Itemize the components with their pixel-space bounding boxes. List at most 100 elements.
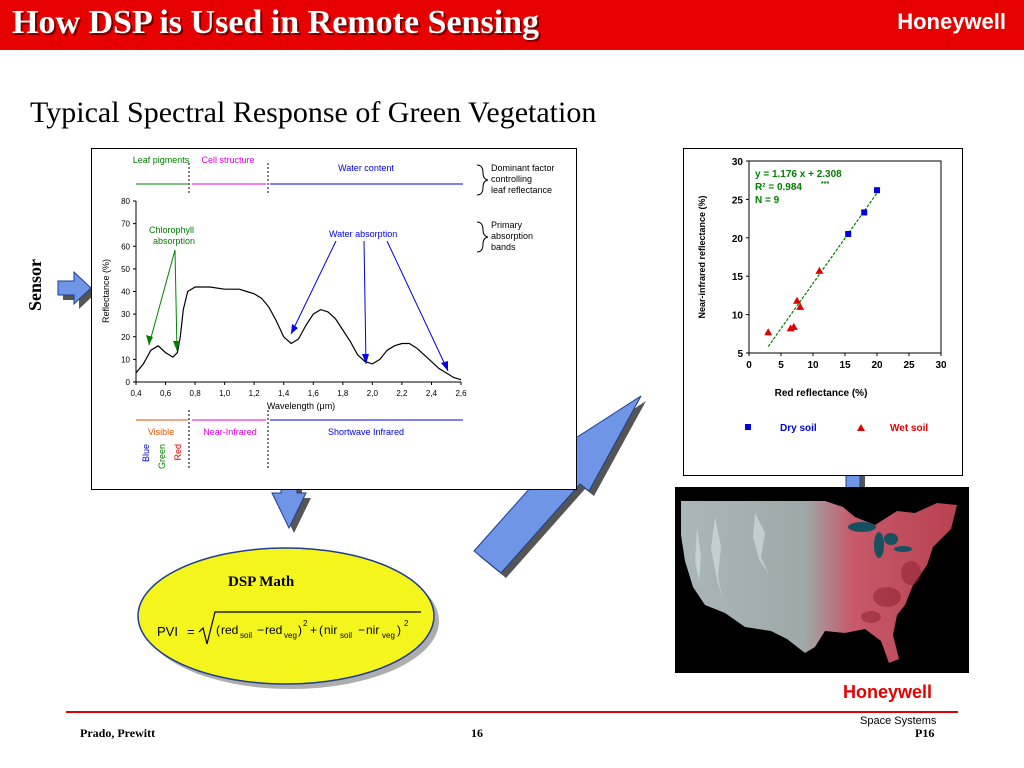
legend-dry-marker (745, 424, 751, 430)
spectral-xticks: 0,4 0,6 0,8 1,0 1,2 1,4 1,6 1,8 2,0 2,2 2,4 2,6 (130, 382, 467, 398)
spectral-ytick-label: 40 (121, 288, 130, 297)
spectral-xtick-label: 2,0 (367, 389, 379, 398)
spectral-ylabel: Reflectance (%) (101, 259, 111, 323)
footer-page-code: P16 (915, 726, 935, 740)
spectral-xtick-label: 1,4 (278, 389, 290, 398)
scatter-xtick-label: 30 (935, 360, 947, 371)
svg-text:soil: soil (240, 631, 252, 640)
primary-note: Primary absorption bands (491, 220, 533, 252)
spectral-ytick-label: 80 (121, 197, 130, 206)
pvi-formula: PVI = ( red soil − red veg ) 2 + ( nir s… (157, 611, 421, 645)
svg-text:nir: nir (324, 623, 337, 637)
vegetation-texture (861, 561, 921, 623)
wet-soil-point (793, 296, 801, 304)
spectral-xtick-label: 2,2 (396, 389, 408, 398)
label-shortwave-infrared: Shortwave Infrared (328, 427, 404, 437)
footer-authors: Prado, Prewitt (80, 726, 156, 740)
chlorophyll-annotation: Chlorophyll absorption (146, 225, 195, 352)
spectral-xtick-label: 0,6 (160, 389, 172, 398)
label-visible: Visible (148, 427, 174, 437)
spectral-xtick-label: 1,0 (219, 389, 231, 398)
spectral-ytick-label: 70 (121, 220, 130, 229)
dsp-math-heading: DSP Math (228, 574, 295, 590)
svg-text:absorption: absorption (491, 231, 533, 241)
scatter-xtick-label: 5 (778, 360, 784, 371)
svg-text:red: red (221, 623, 238, 637)
slide-title: How DSP is Used in Remote Sensing (12, 4, 540, 41)
trendline (767, 188, 881, 347)
scatter-xtick-label: 0 (746, 360, 752, 371)
spectral-ytick-label: 0 (126, 378, 131, 387)
top-band-arrows (136, 163, 463, 193)
honeywell-logo-top: Honeywell (897, 9, 1006, 34)
spectral-xtick-label: 2,4 (426, 389, 438, 398)
spectral-xtick-label: 2,6 (455, 389, 467, 398)
dry-soil-point (845, 230, 852, 237)
spectral-xtick-label: 1,2 (249, 389, 261, 398)
svg-text:bands: bands (491, 242, 516, 252)
spectral-ytick-label: 10 (121, 355, 130, 364)
spectral-response-figure: Leaf pigments Cell structure Water conte… (91, 148, 577, 490)
legend-wet-soil: Wet soil (890, 423, 928, 434)
legend-dry-soil: Dry soil (780, 423, 817, 434)
label-near-infrared: Near-Infrared (203, 427, 257, 437)
footer-divider (66, 711, 958, 713)
scatter-ylabel: Near-infrared reflectance (%) (697, 195, 707, 318)
label-leaf-pigments: Leaf pigments (133, 155, 190, 165)
scatter-yticks: 5 10 15 20 25 30 (732, 157, 749, 360)
svg-text:veg: veg (382, 631, 395, 640)
svg-text:red: red (265, 623, 282, 637)
terrain-texture (695, 513, 769, 601)
equation: y = 1.176 x + 2.308 (755, 169, 842, 180)
scatter-xtick-label: 10 (807, 360, 819, 371)
dsp-math-ellipse (137, 547, 439, 689)
svg-text:Water absorption: Water absorption (329, 229, 397, 239)
svg-text:2: 2 (404, 619, 409, 628)
svg-text:2: 2 (303, 619, 308, 628)
dry-soil-point (861, 209, 868, 216)
svg-text:PVI: PVI (157, 624, 178, 639)
scatter-xtick-label: 15 (839, 360, 851, 371)
svg-text:): ) (298, 623, 302, 637)
spectral-xtick-label: 0,8 (190, 389, 202, 398)
spectral-ytick-label: 60 (121, 242, 130, 251)
svg-text:): ) (397, 623, 401, 637)
bottom-band-arrows (136, 410, 463, 470)
band-green: Green (157, 444, 167, 469)
spectral-yticks: 0 10 20 30 40 50 60 70 80 (121, 197, 136, 387)
dominant-note: Dominant factor controlling leaf reflect… (491, 163, 555, 195)
brace-primary (476, 221, 489, 253)
band-red: Red (173, 444, 183, 461)
svg-text:−: − (257, 623, 264, 637)
scatter-ytick-label: 25 (732, 195, 744, 206)
wet-soil-point (789, 322, 798, 330)
scatter-ytick-label: 20 (732, 234, 744, 245)
scatter-xtick-label: 25 (903, 360, 915, 371)
r-squared-significance: *** (821, 181, 829, 188)
sensor-arrow (57, 270, 92, 306)
svg-text:Dominant factor: Dominant factor (491, 163, 555, 173)
reflectance-curve (135, 286, 462, 381)
label-water-content: Water content (338, 163, 394, 173)
wet-soil-point (764, 328, 773, 336)
wet-soil-point (796, 302, 805, 310)
slide-subtitle: Typical Spectral Response of Green Veget… (30, 96, 597, 129)
scatter-xtick-label: 20 (871, 360, 883, 371)
svg-text:Primary: Primary (491, 220, 522, 230)
honeywell-logo-bottom: Honeywell (843, 682, 933, 702)
sample-count: N = 9 (755, 195, 780, 206)
r-squared: R² = 0.984 (755, 182, 802, 193)
svg-text:leaf reflectance: leaf reflectance (491, 185, 552, 195)
scatter-ytick-label: 10 (732, 311, 744, 322)
great-lakes (848, 522, 912, 558)
scatter-points (764, 187, 880, 336)
wet-soil-point (815, 266, 824, 274)
svg-text:Chlorophyll: Chlorophyll (149, 225, 194, 235)
satellite-map-image (675, 487, 969, 673)
svg-text:(: ( (319, 623, 323, 637)
scatter-ytick-label: 15 (732, 272, 744, 283)
scatter-ytick-label: 5 (737, 349, 743, 360)
footer-page-number: 16 (471, 726, 483, 740)
spectral-xtick-label: 1,6 (308, 389, 320, 398)
water-annotation: Water absorption (290, 229, 449, 372)
